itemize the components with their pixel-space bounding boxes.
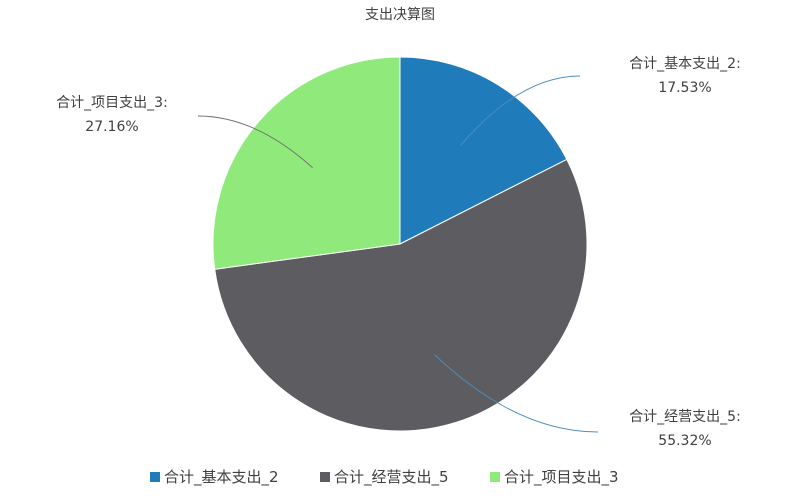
slice-label-value-3: 27.16%	[85, 119, 138, 135]
legend-label-1: 合计_基本支出_2	[164, 468, 279, 487]
chart-title: 支出决算图	[365, 7, 435, 23]
slice-label-value-1: 17.53%	[658, 80, 711, 96]
pie-slices	[212, 56, 588, 432]
pie-slice-3	[212, 56, 401, 270]
leader-lines	[197, 75, 599, 433]
leader-line-1	[460, 75, 581, 146]
legend-swatch-3	[490, 472, 500, 482]
pie-slice-2	[214, 158, 588, 432]
leader-line-2	[434, 354, 599, 433]
pie-slice-1	[399, 56, 568, 245]
legend-label-3: 合计_项目支出_3	[504, 468, 619, 487]
slice-label-category-1: 合计_基本支出_2:	[629, 55, 741, 72]
leader-line-3	[197, 115, 313, 169]
slice-label-value-2: 55.32%	[658, 433, 711, 449]
legend-item-2: 合计_经营支出_5	[320, 468, 449, 487]
slice-labels: 合计_基本支出_2: 17.53% 合计_经营支出_5: 55.32% 合计_项目支出_…	[56, 55, 741, 449]
legend-item-3: 合计_项目支出_3	[490, 468, 619, 487]
legend-swatch-2	[320, 472, 330, 482]
slice-label-category-2: 合计_经营支出_5:	[629, 409, 741, 425]
legend-swatch-1	[150, 472, 160, 482]
legend-item-1: 合计_基本支出_2	[150, 468, 279, 487]
slice-label-category-3: 合计_项目支出_3:	[56, 95, 168, 111]
legend-label-2: 合计_经营支出_5	[334, 468, 449, 487]
chart-legend: 合计_基本支出_2 合计_经营支出_5 合计_项目支出_3	[150, 468, 619, 487]
